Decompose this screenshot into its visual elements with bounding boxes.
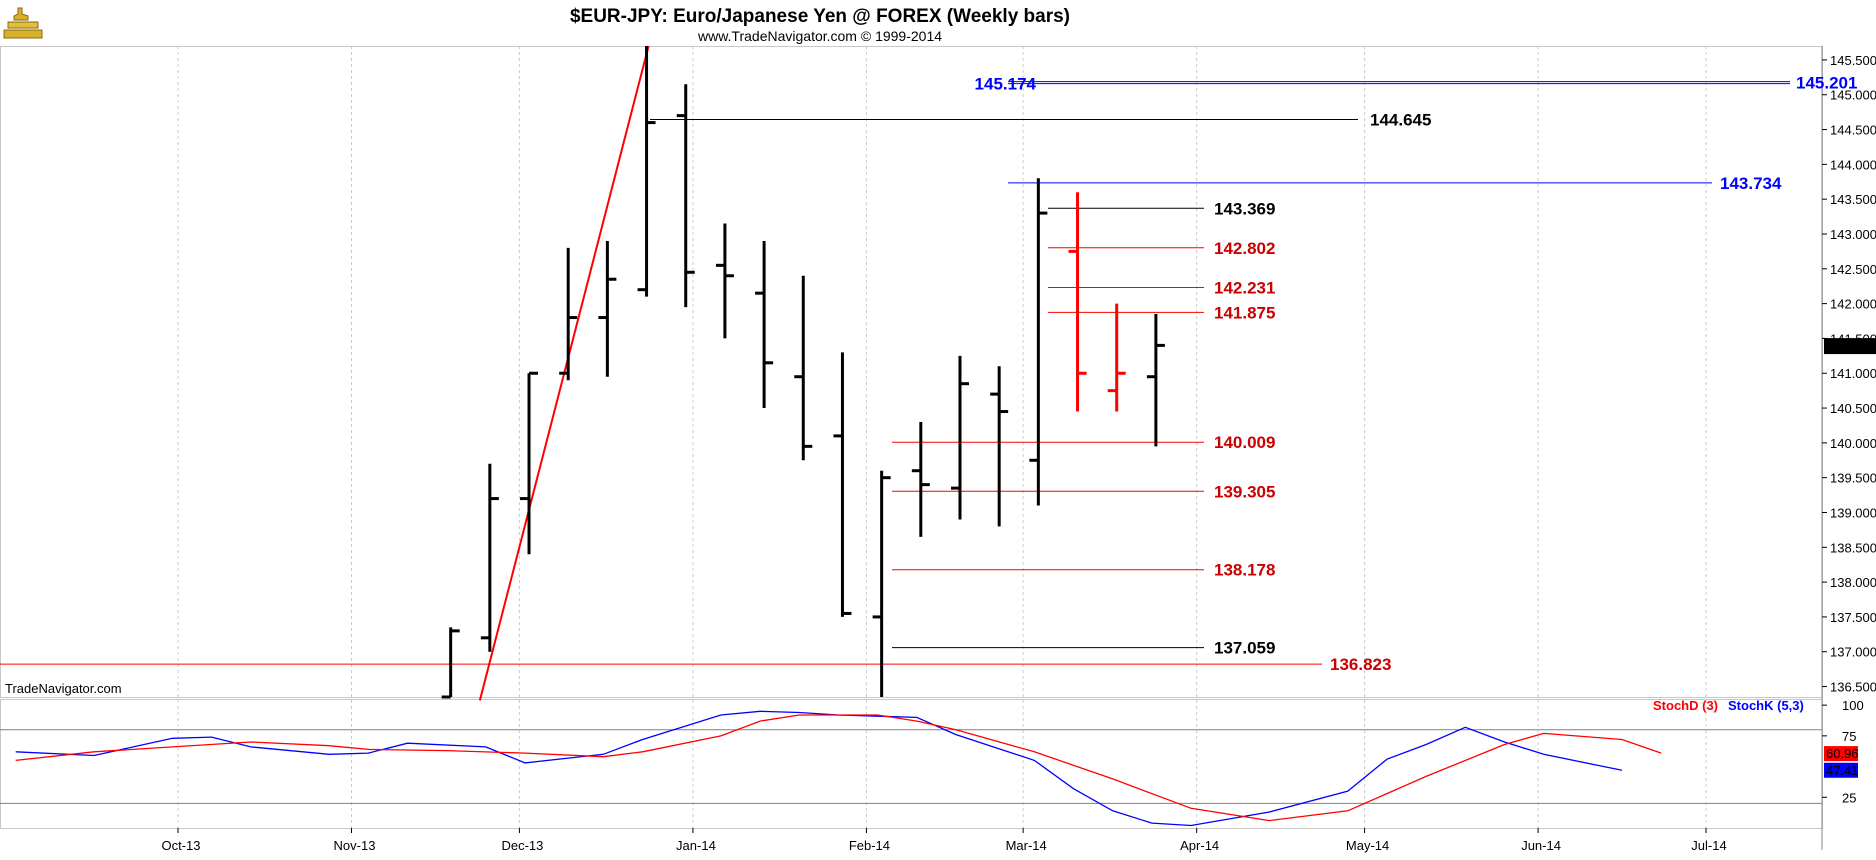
level-label: 141.875 [1214,303,1275,322]
last-price-badge [1824,338,1876,355]
x-tick-label: Feb-14 [849,838,890,853]
legend-stochd: StochD (3) [1653,698,1718,713]
level-label: 140.009 [1214,433,1275,452]
trade-navigator-logo-icon [3,7,43,39]
y-tick-label: 140.000 [1830,436,1876,451]
stochk-value-badge [1824,762,1858,778]
y-tick-label: 145.000 [1830,88,1876,103]
level-label: 144.645 [1370,110,1431,129]
y-tick-label: 140.500 [1830,401,1876,416]
y-tick-label: 142.000 [1830,297,1876,312]
x-tick-label: Nov-13 [334,838,376,853]
x-tick-label: Dec-13 [501,838,543,853]
level-label: 139.305 [1214,482,1275,501]
y-tick-label: 137.000 [1830,645,1876,660]
stochd-value-badge [1824,746,1858,762]
x-tick-label: Oct-13 [161,838,200,853]
y-tick-label: 143.000 [1830,227,1876,242]
level-label: 145.174 [975,75,1037,94]
y-tick-label: 145.500 [1830,53,1876,68]
level-label: 142.802 [1214,239,1275,258]
level-label-right: 145.201 [1796,74,1857,93]
y-tick-label: 141.000 [1830,366,1876,381]
stochd-line [15,714,1662,822]
level-label: 142.231 [1214,279,1275,298]
stochd-value: 60.96 [1826,746,1859,761]
x-tick-label: Apr-14 [1180,838,1219,853]
stoch-y-tick-label: 25 [1842,790,1856,805]
level-label: 143.369 [1214,199,1275,218]
stoch-y-tick-label: 100 [1842,698,1864,713]
y-tick-label: 137.500 [1830,610,1876,625]
level-label: 137.059 [1214,639,1275,658]
x-tick-label: Jan-14 [676,838,716,853]
y-tick-label: 144.000 [1830,157,1876,172]
x-tick-label: Jul-14 [1691,838,1726,853]
chart-title: $EUR-JPY: Euro/Japanese Yen @ FOREX (Wee… [570,6,1070,27]
y-tick-label: 138.500 [1830,540,1876,555]
level-label: 143.734 [1720,174,1782,193]
level-label: 136.823 [1330,655,1391,674]
chart-subtitle: www.TradeNavigator.com © 1999-2014 [697,28,942,44]
last-price-label: 141.390 [1828,339,1875,354]
x-tick-label: Jun-14 [1521,838,1561,853]
x-tick-label: Mar-14 [1006,838,1047,853]
y-tick-label: 136.500 [1830,680,1876,695]
y-tick-label: 139.500 [1830,471,1876,486]
y-tick-label: 142.500 [1830,262,1876,277]
x-tick-label: May-14 [1346,838,1389,853]
watermark: TradeNavigator.com [5,681,122,696]
y-tick-label: 143.500 [1830,192,1876,207]
stochk-value: 47.41 [1826,763,1859,778]
y-tick-label: 144.500 [1830,123,1876,138]
level-label: 138.178 [1214,561,1275,580]
legend-stochk: StochK (5,3) [1728,698,1804,713]
stoch-y-tick-label: 75 [1842,729,1856,744]
stoch-legend: StochD (3) StochK (5,3) [1653,698,1804,713]
y-tick-label: 138.000 [1830,575,1876,590]
y-tick-label: 139.000 [1830,505,1876,520]
